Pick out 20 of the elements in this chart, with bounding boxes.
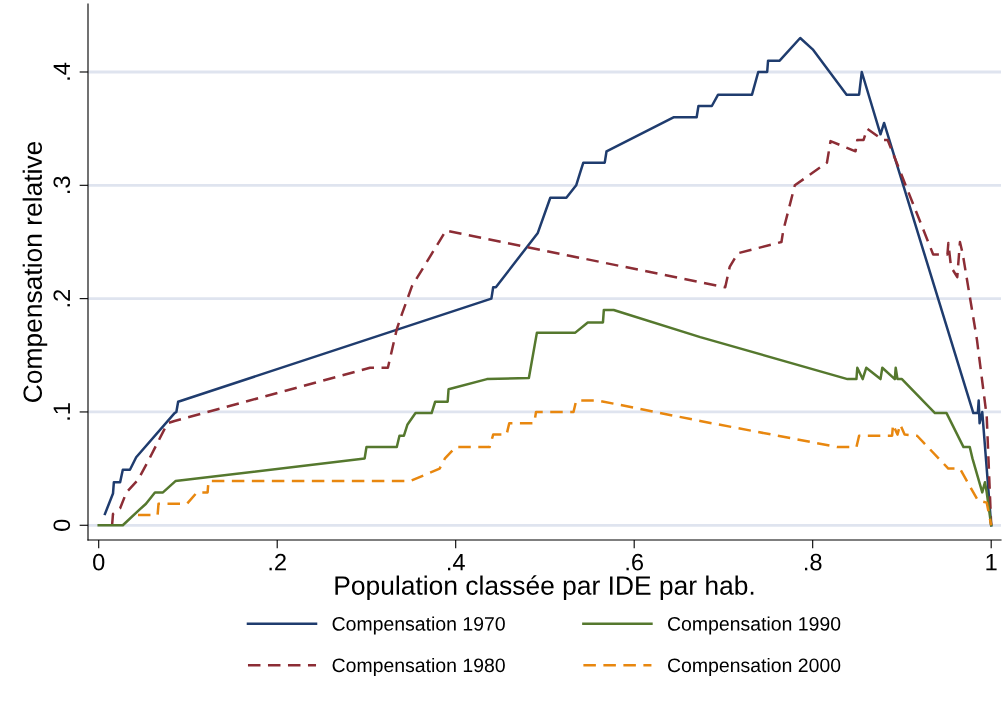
line-series bbox=[110, 127, 993, 527]
legend-label: Compensation 1990 bbox=[667, 616, 841, 635]
x-tick-label: .4 bbox=[448, 554, 465, 571]
y-tick-label: .1 bbox=[53, 403, 70, 420]
y-tick-label: .3 bbox=[53, 176, 71, 193]
legend-label: Compensation 2000 bbox=[667, 657, 841, 677]
y-tick-label: 0 bbox=[53, 519, 71, 531]
x-tick-label: .2 bbox=[269, 553, 286, 571]
y-axis-title: Compensation relative bbox=[22, 141, 48, 402]
x-tick-label: .6 bbox=[626, 553, 643, 571]
line-series bbox=[97, 308, 993, 527]
y-tick-label: .2 bbox=[53, 289, 70, 307]
x-axis-title: Population classée par IDE par hab. bbox=[335, 575, 754, 601]
y-tick-label: .4 bbox=[53, 62, 70, 80]
x-tick-label: 1 bbox=[986, 554, 997, 571]
x-tick-label: .8 bbox=[805, 553, 822, 571]
legend-label: Compensation 1980 bbox=[332, 657, 505, 677]
x-tick-label: 0 bbox=[93, 553, 105, 571]
line-series bbox=[136, 399, 993, 527]
legend-label: Compensation 1970 bbox=[332, 616, 505, 635]
